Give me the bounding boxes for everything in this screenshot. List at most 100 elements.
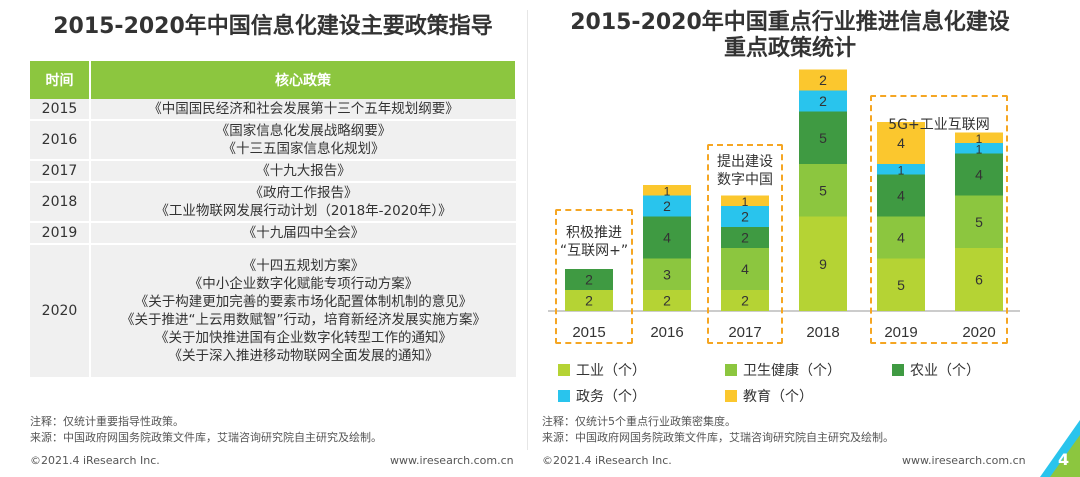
left-source: 来源：中国政府网国务院政策文件库，艾瑞咨询研究院自主研究及绘制。 xyxy=(30,431,382,444)
page-corner-badge xyxy=(1040,420,1080,477)
policy-item: 《国家信息化发展战略纲要》 xyxy=(215,123,392,139)
header-time: 时间 xyxy=(30,61,91,99)
policy-list: 《十九届四中全会》 xyxy=(90,222,516,245)
legend-label: 教育（个） xyxy=(743,389,813,405)
bar-value-label: 1 xyxy=(976,132,983,146)
policy-item: 《关于深入推进移动物联网全面发展的通知》 xyxy=(168,348,439,364)
legend-label: 工业（个） xyxy=(576,363,646,379)
legend-item: 工业（个） xyxy=(558,360,646,380)
policy-table-header: 时间 核心政策 xyxy=(30,61,517,99)
bar-segment xyxy=(721,227,769,248)
left-website: www.iresearch.com.cn xyxy=(390,454,514,467)
bar-segment xyxy=(799,164,847,217)
left-copyright: ©2021.4 iResearch Inc. xyxy=(30,454,160,467)
policy-row: 2019 《十九届四中全会》 xyxy=(30,222,516,245)
panel-divider xyxy=(527,10,528,450)
policy-row: 2017 《十九大报告》 xyxy=(30,160,516,183)
policy-row: 2016 《国家信息化发展战略纲要》 《十三五国家信息化规划》 xyxy=(30,120,516,161)
bar-segment xyxy=(799,90,847,112)
policy-list: 《十四五规划方案》《中小企业数字化赋能专项行动方案》《关于构建更加完善的要素市场… xyxy=(90,244,516,379)
bar-value-label: 4 xyxy=(663,230,671,246)
legend-swatch xyxy=(725,364,737,376)
bar-value-label: 1 xyxy=(976,142,983,156)
legend-swatch xyxy=(558,390,570,402)
bar-segment xyxy=(643,290,691,311)
right-website: www.iresearch.com.cn xyxy=(902,454,1026,467)
policy-item: 《工业物联网发展行动计划（2018年-2020年）》 xyxy=(155,203,452,219)
policy-item: 《中小企业数字化赋能专项行动方案》 xyxy=(188,276,419,292)
bar-value-label: 9 xyxy=(819,256,827,272)
bar-value-label: 2 xyxy=(741,209,749,225)
bar-value-label: 4 xyxy=(741,261,749,277)
legend-label: 政务（个） xyxy=(576,389,646,405)
bar-value-label: 2 xyxy=(819,93,827,109)
bar-segment xyxy=(643,258,691,290)
bar-segment xyxy=(565,269,613,290)
right-note: 注释：仅统计5个重点行业政策密集度。 xyxy=(542,415,736,428)
bar-value-label: 2 xyxy=(741,293,749,309)
legend-swatch xyxy=(892,364,904,376)
bar-segment xyxy=(955,143,1003,154)
right-title-line1: 2015-2020年中国重点行业推进信息化建设 xyxy=(570,10,1010,35)
legend-swatch xyxy=(558,364,570,376)
x-tick-label: 2020 xyxy=(962,324,995,341)
annotation-text: 积极推进 “互联网+” xyxy=(555,224,633,260)
bar-value-label: 4 xyxy=(897,230,905,246)
x-tick-label: 2019 xyxy=(884,324,917,341)
bar-segment xyxy=(955,195,1003,248)
legend-label: 卫生健康（个） xyxy=(743,363,841,379)
x-tick-label: 2016 xyxy=(650,324,683,341)
bar-segment xyxy=(955,153,1003,196)
policy-item: 《十四五规划方案》 xyxy=(242,258,365,274)
policy-year: 2015 xyxy=(30,99,91,121)
x-tick-label: 2015 xyxy=(572,324,605,341)
bar-value-label: 5 xyxy=(819,130,827,146)
bar-segment xyxy=(565,290,613,311)
bar-segment xyxy=(643,195,691,217)
legend-label: 农业（个） xyxy=(910,363,980,379)
bar-value-label: 4 xyxy=(897,188,905,204)
annotation-line: 提出建设 xyxy=(717,154,773,170)
policy-item: 《中国国民经济和社会发展第十三个五年规划纲要》 xyxy=(148,101,459,117)
bar-value-label: 3 xyxy=(663,266,671,282)
header-policy: 核心政策 xyxy=(90,61,517,99)
annotation-line: 积极推进 xyxy=(566,225,622,241)
right-source: 来源：中国政府网国务院政策文件库，艾瑞咨询研究院自主研究及绘制。 xyxy=(542,431,894,444)
policy-item: 《关于构建更加完善的要素市场化配置体制机制的意见》 xyxy=(134,294,473,310)
left-note: 注释：仅统计重要指导性政策。 xyxy=(30,415,184,428)
policy-item: 《十九届四中全会》 xyxy=(242,225,365,241)
annotation-line: 数字中国 xyxy=(717,172,773,188)
bar-segment xyxy=(721,248,769,290)
bar-value-label: 2 xyxy=(819,72,827,88)
annotation-box xyxy=(870,95,1008,344)
bar-segment xyxy=(721,290,769,311)
policy-list: 《中国国民经济和社会发展第十三个五年规划纲要》 xyxy=(90,99,516,121)
right-title-line2: 重点政策统计 xyxy=(723,36,856,61)
bar-value-label: 1 xyxy=(898,163,905,177)
bar-segment xyxy=(955,132,1003,143)
bar-segment xyxy=(799,69,847,91)
bar-segment xyxy=(955,248,1003,311)
x-tick-label: 2018 xyxy=(806,324,839,341)
policy-year: 2016 xyxy=(30,120,91,161)
bar-segment xyxy=(799,111,847,164)
bar-value-label: 2 xyxy=(663,198,671,214)
bar-value-label: 4 xyxy=(897,135,905,151)
bar-segment xyxy=(721,206,769,227)
policy-year: 2017 xyxy=(30,160,91,183)
policy-item: 《关于推进“上云用数赋智”行动，培育新经济发展实施方案》 xyxy=(121,312,486,328)
legend-item: 农业（个） xyxy=(892,360,980,380)
bar-value-label: 6 xyxy=(975,272,983,288)
bar-segment xyxy=(643,216,691,259)
bar-value-label: 4 xyxy=(975,167,983,183)
bar-segment xyxy=(877,174,925,217)
annotation-line: “互联网+” xyxy=(559,243,629,259)
policy-item: 《关于加快推进国有企业数字化转型工作的通知》 xyxy=(155,330,452,346)
bar-value-label: 5 xyxy=(897,277,905,293)
bar-segment xyxy=(721,195,769,206)
bar-value-label: 2 xyxy=(585,272,593,288)
policy-row: 2015 《中国国民经济和社会发展第十三个五年规划纲要》 xyxy=(30,99,516,121)
bar-value-label: 5 xyxy=(819,182,827,198)
annotation-box xyxy=(707,144,783,344)
